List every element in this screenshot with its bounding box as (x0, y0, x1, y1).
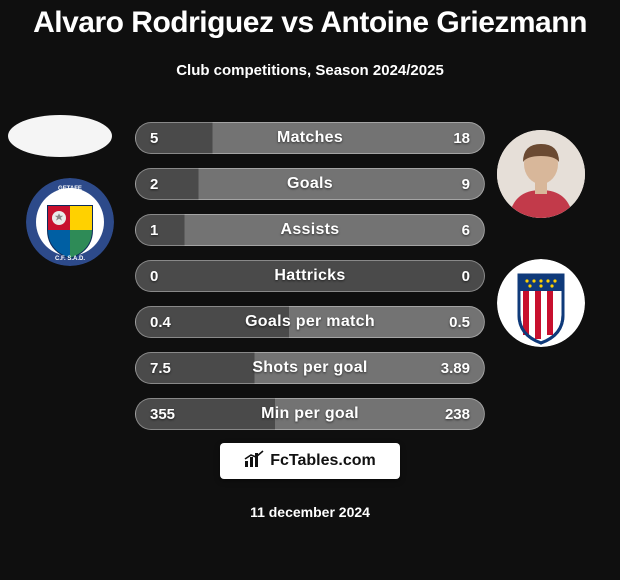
stat-label: Matches (277, 129, 343, 147)
page-title: Alvaro Rodriguez vs Antoine Griezmann (0, 0, 620, 40)
stat-left-value: 0 (150, 268, 158, 285)
stat-label: Assists (280, 221, 339, 239)
stat-left-value: 7.5 (150, 360, 171, 377)
stat-row: 0.4 Goals per match 0.5 (135, 306, 485, 338)
stat-right-value: 6 (462, 222, 470, 239)
club-crest-icon: GETAFE C.F. S.A.D. (26, 178, 114, 266)
club-badge-right (497, 259, 585, 347)
stat-row: 2 Goals 9 (135, 168, 485, 200)
stat-right-value: 0.5 (449, 314, 470, 331)
stat-label: Goals (287, 175, 333, 193)
stat-right-value: 238 (445, 406, 470, 423)
stat-row: 7.5 Shots per goal 3.89 (135, 352, 485, 384)
stat-left-value: 355 (150, 406, 175, 423)
stat-row: 355 Min per goal 238 (135, 398, 485, 430)
stat-left-value: 5 (150, 130, 158, 147)
stat-right-value: 9 (462, 176, 470, 193)
player-left-avatar (8, 115, 112, 157)
stat-row: 0 Hattricks 0 (135, 260, 485, 292)
svg-text:GETAFE: GETAFE (58, 186, 82, 192)
footer-date: 11 december 2024 (250, 504, 370, 520)
stat-right-value: 18 (453, 130, 470, 147)
club-badge-left: GETAFE C.F. S.A.D. (26, 178, 114, 266)
stat-label: Shots per goal (252, 359, 367, 377)
stat-left-value: 1 (150, 222, 158, 239)
stat-label: Min per goal (261, 405, 359, 423)
stat-right-value: 3.89 (441, 360, 470, 377)
stat-left-value: 0.4 (150, 314, 171, 331)
stat-row: 5 Matches 18 (135, 122, 485, 154)
club-crest-icon (497, 259, 585, 347)
stat-right-value: 0 (462, 268, 470, 285)
stat-row: 1 Assists 6 (135, 214, 485, 246)
stat-label: Hattricks (274, 267, 345, 285)
stats-panel: 5 Matches 18 2 Goals 9 1 Assists 6 0 Hattricks 0 0.4… (135, 122, 485, 444)
player-right-avatar (497, 130, 585, 218)
chart-icon (244, 450, 264, 473)
stat-label: Goals per match (245, 313, 375, 331)
subtitle: Club competitions, Season 2024/2025 (0, 62, 620, 79)
source-label: FcTables.com (270, 452, 376, 470)
portrait-icon (497, 130, 585, 218)
stat-left-value: 2 (150, 176, 158, 193)
source-badge: FcTables.com (220, 443, 400, 479)
svg-text:C.F. S.A.D.: C.F. S.A.D. (55, 256, 85, 262)
